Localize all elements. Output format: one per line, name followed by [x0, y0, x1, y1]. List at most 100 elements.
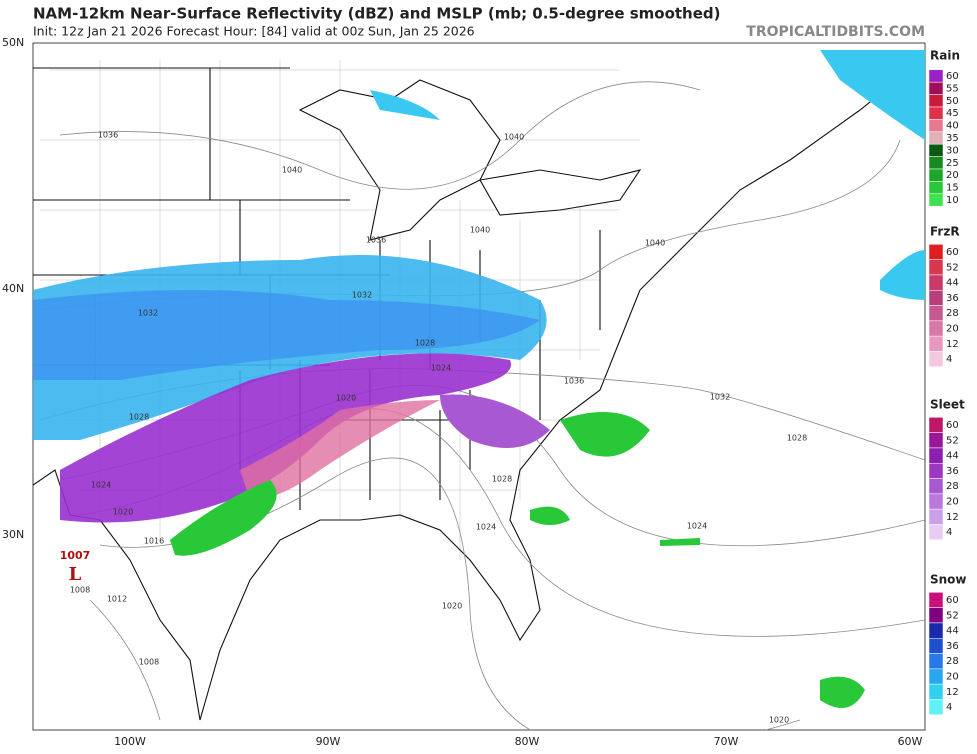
- legend-swatch: [928, 607, 944, 624]
- legend-tick: 44: [946, 278, 959, 289]
- legend-swatch: [928, 259, 944, 276]
- low-marker: L: [69, 564, 82, 585]
- legend-tick: 36: [946, 641, 959, 652]
- legend-swatch: [928, 106, 944, 120]
- legend-swatch: [928, 274, 944, 291]
- legend-swatch: [928, 493, 944, 510]
- legend-tick: 4: [946, 354, 952, 365]
- legend-tick: 44: [946, 451, 959, 462]
- legend: Rain6055504540353025201510FrzR6052443628…: [928, 49, 967, 716]
- legend-swatch: [928, 320, 944, 337]
- legend-tick: 30: [946, 145, 959, 156]
- legend-swatch: [928, 335, 944, 352]
- coordinate-labels: 50N 40N 30N 100W 90W 80W 70W 60W: [2, 36, 923, 748]
- legend-swatch: [928, 638, 944, 654]
- isobar-label: 1040: [645, 239, 665, 248]
- isobar-labels: 1036 1040 1036 1040 1040 1040 1032 1032 1028 1024…: [70, 131, 807, 725]
- legend-tick: 36: [946, 293, 959, 304]
- legend-tick: 36: [946, 466, 959, 477]
- legend-swatch: [928, 156, 944, 170]
- precipitation: [33, 50, 925, 708]
- legend-tick: 28: [946, 656, 959, 667]
- title: NAM-12km Near-Surface Reflectivity (dBZ)…: [33, 5, 721, 23]
- isobar-label: 1020: [336, 394, 356, 403]
- legend-tick: 60: [946, 247, 959, 258]
- isobar-label: 1024: [687, 522, 707, 531]
- legend-swatch: [928, 683, 944, 700]
- isobar-label: 1032: [138, 309, 158, 318]
- legend-swatch: [928, 478, 944, 495]
- legend-swatch: [928, 508, 944, 525]
- isobar-label: 1024: [476, 523, 496, 532]
- isobar-label: 1028: [787, 434, 807, 443]
- isobar-label: 1040: [470, 226, 490, 235]
- legend-tick: 60: [946, 420, 959, 431]
- latitude-label: 40N: [2, 282, 24, 295]
- legend-swatch: [928, 143, 944, 157]
- legend-swatch: [928, 244, 944, 260]
- legend-swatch: [928, 668, 944, 685]
- isobar-label: 1020: [442, 602, 462, 611]
- longitude-label: 70W: [714, 735, 739, 748]
- legend-tick: 28: [946, 308, 959, 319]
- isobar-label: 1020: [113, 508, 133, 517]
- latitude-label: 30N: [2, 528, 24, 541]
- legend-tick: 4: [946, 702, 952, 713]
- isobar-label: 1032: [710, 393, 730, 402]
- legend-tick: 12: [946, 512, 959, 523]
- legend-swatch: [928, 290, 944, 306]
- isobar-label: 1024: [431, 364, 451, 373]
- legend-header: Sleet: [930, 398, 965, 412]
- isobar-label: 1032: [352, 291, 372, 300]
- legend-tick: 20: [946, 672, 959, 683]
- legend-swatch: [928, 168, 944, 182]
- longitude-label: 80W: [515, 735, 540, 748]
- legend-swatch: [928, 305, 944, 322]
- isobar-label: 1024: [91, 481, 111, 490]
- legend-swatch: [928, 653, 944, 670]
- legend-tick: 45: [946, 108, 959, 119]
- isobar-label: 1012: [107, 595, 127, 604]
- legend-tick: 60: [946, 595, 959, 606]
- legend-swatch: [928, 447, 944, 464]
- legend-swatch: [928, 119, 944, 133]
- legend-tick: 60: [946, 71, 959, 82]
- longitude-label: 60W: [898, 735, 923, 748]
- legend-swatch: [928, 432, 944, 449]
- legend-tick: 12: [946, 339, 959, 350]
- isobar-label: 1016: [144, 537, 164, 546]
- legend-tick: 55: [946, 83, 959, 94]
- latitude-label: 50N: [2, 36, 24, 49]
- legend-tick: 15: [946, 183, 959, 194]
- isobar-label: 1036: [366, 236, 386, 245]
- isobar-label: 1040: [504, 133, 524, 142]
- legend-tick: 52: [946, 435, 959, 446]
- isobar-label: 1040: [282, 166, 302, 175]
- legend-tick: 20: [946, 170, 959, 181]
- legend-tick: 4: [946, 527, 952, 538]
- legend-swatch: [928, 592, 944, 608]
- legend-tick: 25: [946, 158, 959, 169]
- legend-swatch: [928, 417, 944, 433]
- isobar-label: 1028: [492, 475, 512, 484]
- legend-header: Rain: [930, 49, 960, 63]
- isobar-label: 1028: [415, 339, 435, 348]
- low-pressure: 1007: [60, 549, 91, 562]
- subtitle: Init: 12z Jan 21 2026 Forecast Hour: [84…: [33, 24, 475, 39]
- legend-swatch: [928, 524, 944, 541]
- watermark: TROPICALTIDBITS.COM: [746, 24, 925, 40]
- isobar-label: 1020: [769, 716, 789, 725]
- legend-tick: 52: [946, 610, 959, 621]
- legend-swatch: [928, 351, 944, 368]
- legend-swatch: [928, 193, 944, 207]
- longitude-label: 100W: [114, 735, 146, 748]
- isobar-label: 1036: [98, 131, 118, 140]
- legend-swatch: [928, 131, 944, 145]
- map: 1036 1040 1036 1040 1040 1040 1032 1032 1028 1024…: [2, 36, 926, 748]
- legend-swatch: [928, 94, 944, 108]
- legend-tick: 50: [946, 96, 959, 107]
- legend-tick: 10: [946, 195, 959, 206]
- legend-tick: 40: [946, 121, 959, 132]
- legend-swatch: [928, 463, 944, 479]
